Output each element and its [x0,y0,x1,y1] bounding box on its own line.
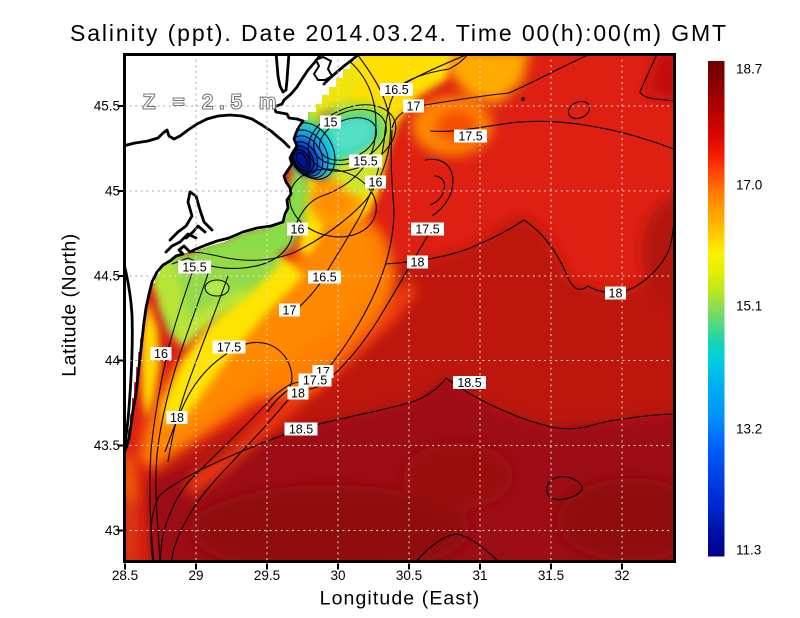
svg-text:30.5: 30.5 [396,568,422,583]
svg-text:28.5: 28.5 [112,568,138,583]
svg-text:18: 18 [609,287,623,301]
svg-text:18: 18 [411,256,425,270]
svg-text:17.0: 17.0 [736,178,762,193]
svg-text:31.5: 31.5 [538,568,564,583]
svg-text:17.5: 17.5 [303,374,327,388]
svg-text:29: 29 [188,568,203,583]
svg-text:18.5: 18.5 [289,423,313,437]
svg-text:17: 17 [283,304,297,318]
svg-text:17.5: 17.5 [217,341,241,355]
svg-text:43: 43 [105,523,120,538]
svg-text:30: 30 [330,568,345,583]
svg-text:44: 44 [105,353,121,368]
svg-text:17: 17 [407,100,421,114]
svg-text:16.5: 16.5 [384,83,408,97]
svg-text:16: 16 [291,223,305,237]
svg-text:43.5: 43.5 [94,438,120,453]
svg-text:16: 16 [154,347,168,361]
svg-text:18.5: 18.5 [457,376,481,390]
svg-text:Z = 2.5 m: Z = 2.5 m [143,92,282,114]
svg-text:15.5: 15.5 [353,155,377,169]
svg-text:13.2: 13.2 [736,422,762,437]
svg-text:15.5: 15.5 [182,261,206,275]
svg-text:17.5: 17.5 [458,130,482,144]
svg-text:45: 45 [105,184,120,199]
svg-text:18: 18 [170,411,184,425]
svg-text:29.5: 29.5 [254,568,280,583]
svg-text:16.5: 16.5 [312,271,336,285]
svg-text:32: 32 [614,568,629,583]
svg-text:Salinity (ppt). Date 2014.03.2: Salinity (ppt). Date 2014.03.24. Time 00… [70,20,728,46]
svg-text:44.5: 44.5 [94,269,120,284]
svg-text:18.7: 18.7 [736,62,762,77]
svg-text:31: 31 [472,568,487,583]
svg-text:11.3: 11.3 [736,543,761,558]
svg-text:18: 18 [291,387,305,401]
svg-text:15.1: 15.1 [736,299,762,314]
svg-text:45.5: 45.5 [94,99,120,114]
svg-text:15: 15 [324,116,338,130]
svg-text:Z = 2.5 m: Z = 2.5 m [143,92,282,114]
svg-text:Latitude (North): Latitude (North) [59,233,81,376]
svg-text:16: 16 [369,176,383,190]
svg-text:17.5: 17.5 [415,223,439,237]
svg-text:Longitude (East): Longitude (East) [320,588,481,610]
